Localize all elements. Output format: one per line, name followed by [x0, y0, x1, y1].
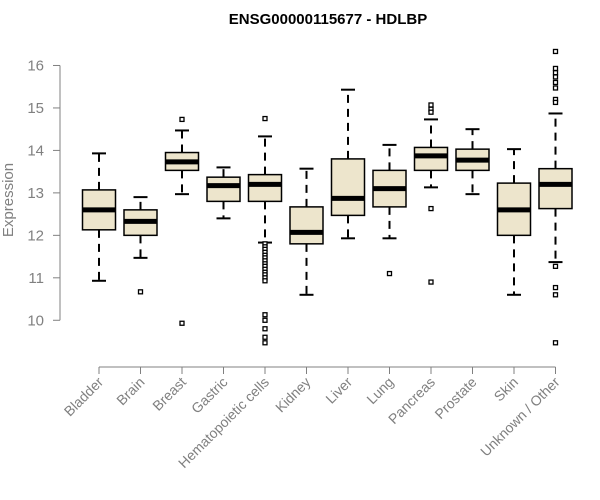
outlier-point	[552, 99, 559, 106]
box-brain	[123, 196, 158, 295]
outlier-point	[262, 115, 268, 122]
iqr-box	[330, 158, 366, 217]
outlier-point	[179, 116, 185, 123]
y-axis-label: Expression	[0, 163, 17, 237]
outlier-point	[262, 326, 268, 332]
box-hematopoietic-cells	[247, 115, 283, 346]
outlier-point	[428, 279, 434, 285]
outlier-point	[428, 102, 434, 108]
outlier-point	[262, 340, 268, 346]
y-tick-label: 12	[27, 227, 44, 244]
outlier-point	[428, 109, 434, 115]
outlier-point	[552, 292, 559, 298]
iqr-box	[538, 167, 573, 210]
iqr-box	[413, 146, 449, 172]
outlier-point	[262, 317, 268, 323]
iqr-box	[247, 173, 283, 203]
y-tick-label: 11	[28, 270, 44, 287]
chart-title: ENSG00000115677 - HDLBP	[229, 11, 427, 28]
box-pancreas	[413, 102, 449, 285]
outlier-point	[552, 74, 559, 80]
outlier-point	[552, 79, 559, 86]
box-liver	[330, 88, 366, 240]
y-tick-label: 16	[27, 57, 44, 74]
outlier-point	[552, 340, 559, 346]
iqr-box	[206, 176, 241, 203]
x-tick-label-lung: Lung	[363, 374, 396, 407]
outlier-point	[552, 65, 559, 72]
outlier-point	[262, 334, 268, 340]
x-tick-label-breast: Breast	[149, 374, 189, 414]
box-skin	[496, 148, 532, 296]
box-lung	[372, 143, 407, 277]
outlier-point	[179, 320, 185, 326]
box-unknown-other	[538, 48, 573, 346]
boxes-group	[81, 48, 573, 346]
outlier-point	[428, 205, 434, 212]
box-gastric	[206, 166, 241, 220]
x-tick-label-liver: Liver	[322, 374, 355, 407]
box-breast	[164, 116, 200, 326]
x-tick-label-kidney: Kidney	[272, 374, 314, 416]
outlier-point	[262, 278, 268, 284]
x-tick-label-prostate: Prostate	[431, 374, 479, 422]
x-tick-label-bladder: Bladder	[61, 374, 107, 420]
x-tick-label-unknown-other: Unknown / Other	[477, 374, 563, 460]
box-kidney	[289, 167, 324, 296]
outlier-point	[386, 270, 393, 277]
outlier-point	[552, 70, 559, 76]
box-prostate	[455, 128, 490, 196]
y-tick-label: 10	[27, 312, 44, 329]
outlier-point	[552, 48, 559, 55]
y-tick-label: 15	[27, 100, 44, 117]
iqr-box	[289, 206, 324, 245]
outlier-point	[137, 289, 144, 295]
outlier-point	[552, 263, 559, 269]
outlier-point	[552, 85, 559, 91]
x-tick-label-brain: Brain	[113, 374, 147, 408]
outlier-point	[262, 312, 268, 318]
y-tick-label: 14	[27, 142, 44, 159]
y-axis: 10 11 12 13 14 15 16	[27, 57, 61, 329]
box-bladder	[81, 152, 117, 282]
outlier-point	[552, 284, 559, 291]
y-tick-label: 13	[27, 185, 44, 202]
x-tick-label-skin: Skin	[491, 374, 522, 405]
